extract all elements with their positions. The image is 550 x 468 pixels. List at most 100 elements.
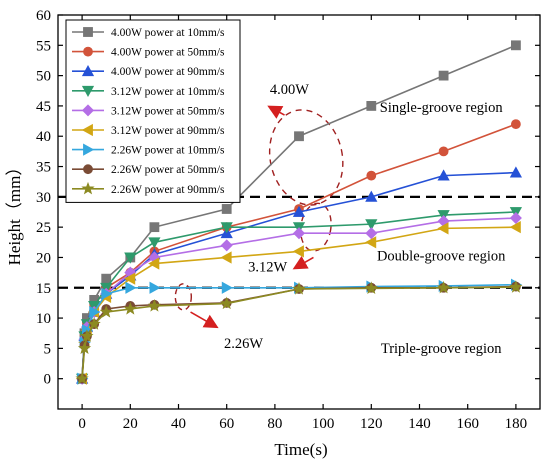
data-point-2-11 <box>438 146 449 157</box>
legend-label-9: 2.26W power at 90mm/s <box>111 184 225 196</box>
data-point-3-11 <box>437 169 450 181</box>
legend-marker-3 <box>81 64 95 77</box>
y-axis-label: Height（mm） <box>5 159 24 266</box>
series-9 <box>75 280 523 385</box>
data-point-2-12 <box>511 119 521 130</box>
legend-marker-7 <box>83 143 95 156</box>
data-point-9-12 <box>509 280 523 293</box>
data-point-3-12 <box>509 166 523 178</box>
legend-label-2: 4.00W power at 50mm/s <box>111 47 225 59</box>
data-point-4-10 <box>365 219 378 231</box>
data-point-5-12 <box>509 212 522 225</box>
data-point-9-8 <box>220 296 234 310</box>
data-point-9-11 <box>436 280 451 294</box>
data-point-4-8 <box>220 222 233 234</box>
legend-marker-9 <box>81 181 95 195</box>
data-point-7-5 <box>101 287 113 300</box>
data-point-9-7 <box>147 298 162 312</box>
annotation-ellipse-3w <box>299 202 332 252</box>
legend-item-7: 2.26W power at 10mm/s <box>72 143 225 157</box>
x-tick-label-120: 120 <box>360 416 383 432</box>
arrow-2w <box>190 311 219 329</box>
data-point-1-10 <box>366 101 377 111</box>
data-point-1-9 <box>294 131 304 142</box>
legend-marker-6 <box>81 123 93 137</box>
data-point-9-4 <box>87 317 101 330</box>
legend-item-1: 4.00W power at 10mm/s <box>72 27 225 39</box>
legend-label-7: 2.26W power at 10mm/s <box>111 145 225 157</box>
data-point-4-6 <box>124 252 137 264</box>
x-tick-label-80: 80 <box>267 416 282 432</box>
y-tick-label-55: 55 <box>36 38 51 54</box>
legend-label-4: 3.12W power at 10mm/s <box>111 86 225 98</box>
legend-item-4: 3.12W power at 10mm/s <box>72 86 225 98</box>
x-tick-label-100: 100 <box>312 416 335 432</box>
legend-label-1: 4.00W power at 10mm/s <box>111 27 225 39</box>
legend-marker-2 <box>83 46 93 57</box>
data-point-1-7 <box>149 222 160 233</box>
data-point-9-10 <box>364 281 378 295</box>
legend-item-6: 3.12W power at 90mm/s <box>72 123 225 137</box>
data-point-4-7 <box>148 237 161 249</box>
power-label-1: 4.00W <box>270 82 309 98</box>
data-point-1-5 <box>101 273 112 284</box>
data-point-7-6 <box>125 281 137 294</box>
x-tick-label-20: 20 <box>123 416 138 432</box>
legend-item-5: 3.12W power at 50mm/s <box>72 104 225 117</box>
data-point-1-8 <box>221 204 232 214</box>
data-point-9-5 <box>99 305 113 318</box>
y-tick-label-25: 25 <box>36 220 51 236</box>
legend-label-6: 3.12W power at 90mm/s <box>111 125 225 137</box>
region-label-2: Double-groove region <box>377 248 506 264</box>
x-tick-label-40: 40 <box>171 416 186 432</box>
annotation-ellipse-2w <box>174 283 193 311</box>
data-point-7-7 <box>149 281 161 294</box>
legend-item-3: 4.00W power at 90mm/s <box>72 64 225 78</box>
data-point-5-8 <box>220 239 233 252</box>
legend-item-8: 2.26W power at 50mm/s <box>72 164 225 176</box>
data-point-9-9 <box>292 282 306 295</box>
data-point-5-9 <box>292 227 306 240</box>
data-point-6-10 <box>365 236 377 249</box>
legend-item-2: 4.00W power at 50mm/s <box>72 47 225 59</box>
arrow-3w <box>292 255 314 270</box>
y-tick-label-20: 20 <box>36 250 51 266</box>
legend-marker-8 <box>83 164 93 175</box>
data-point-6-12 <box>509 221 521 234</box>
x-axis-label: Time(s) <box>274 440 327 459</box>
data-point-3-10 <box>365 190 378 202</box>
data-point-5-10 <box>365 227 378 240</box>
data-point-3-9 <box>292 205 306 217</box>
legend: 4.00W power at 10mm/s 4.00W power at 50mm… <box>65 19 241 203</box>
y-tick-label-5: 5 <box>44 341 52 357</box>
data-point-9-2 <box>77 341 92 355</box>
y-tick-label-0: 0 <box>44 372 52 388</box>
data-point-1-11 <box>438 70 449 81</box>
y-tick-label-45: 45 <box>36 99 51 115</box>
data-point-9-3 <box>80 329 94 342</box>
data-point-6-8 <box>220 251 232 264</box>
power-label-3: 2.26W <box>224 336 263 352</box>
data-point-7-4 <box>89 305 101 319</box>
x-tick-label-160: 160 <box>456 416 479 432</box>
y-tick-label-35: 35 <box>36 160 51 176</box>
legend-label-3: 4.00W power at 90mm/s <box>111 66 225 78</box>
x-tick-label-140: 140 <box>408 416 431 432</box>
data-point-2-10 <box>366 170 377 181</box>
region-label-1: Single-groove region <box>380 100 504 116</box>
data-point-9-6 <box>123 302 137 315</box>
x-tick-label-60: 60 <box>219 416 234 432</box>
region-label-3: Triple-groove region <box>381 341 502 357</box>
legend-marker-1 <box>83 27 93 37</box>
legend-label-5: 3.12W power at 50mm/s <box>111 105 225 117</box>
series-layer <box>75 40 523 385</box>
y-tick-label-60: 60 <box>36 8 51 24</box>
x-tick-label-180: 180 <box>505 416 528 432</box>
data-point-6-7 <box>148 257 160 270</box>
annotation-layer: 4.00W 3.12W 2.26W Single-groove region Doubl… <box>190 82 506 357</box>
y-tick-label-50: 50 <box>36 69 51 85</box>
data-point-1-12 <box>510 40 521 51</box>
data-point-7-8 <box>221 281 233 294</box>
plot-frame <box>57 14 541 410</box>
